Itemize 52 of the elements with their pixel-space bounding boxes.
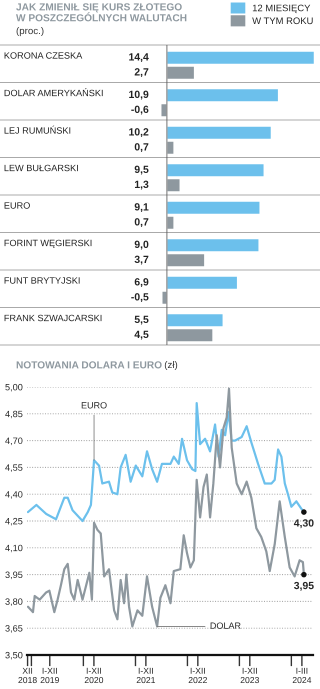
y-tick-label: DOLAR AMERYKAŃSKI	[4, 88, 103, 96]
y-tick-label: 4,55	[5, 464, 22, 472]
annotation: 3,95	[294, 582, 314, 591]
y-tick-label: LEW BUŁGARSKI	[4, 164, 78, 172]
y-tick-label: 4,10	[5, 544, 22, 552]
y-tick-label: FUNT BRYTYJSKI	[4, 277, 80, 284]
x-tick-label: I-XII 2019	[40, 668, 59, 684]
y-tick-label: 4,85	[5, 410, 22, 418]
y-tick-label: 4,70	[5, 438, 22, 446]
y-tick-label: 3,65	[5, 625, 22, 633]
y-tick-label: LEJ RUMUŃSKI	[4, 126, 70, 134]
y-tick-label: FRANK SZWAJCARSKI	[4, 314, 102, 322]
annotation: DOLAR	[210, 622, 241, 629]
chart-title: JAK ZMIENIŁ SIĘ KURS ZŁOTEGO W POSZCZEGÓLNYCH WALUTACH	[16, 3, 186, 22]
data-label: 9,5	[134, 166, 149, 175]
data-label: -0,6	[131, 106, 148, 115]
legend-label: 12 MIESIĘCY	[252, 4, 310, 14]
y-tick-label: 5,00	[5, 384, 22, 392]
x-tick-label: XII 2018	[18, 668, 37, 684]
y-tick-label: 3,95	[5, 572, 22, 580]
annotation: EURO	[82, 402, 107, 408]
data-label: -0,5	[131, 293, 149, 302]
data-label: 2,7	[134, 68, 148, 78]
data-label: 10,9	[129, 90, 148, 100]
data-label: 9,0	[134, 240, 148, 250]
data-label: 3,7	[134, 256, 148, 265]
y-tick-label: EURO	[4, 202, 30, 209]
annotation: 4,30	[294, 519, 314, 528]
y-tick-label: 3,80	[5, 598, 22, 606]
data-label: 14,4	[129, 53, 149, 62]
legend-label: W TYM ROKU	[252, 17, 313, 24]
data-label: 9,1	[134, 203, 149, 212]
y-tick-label: FORINT WĘGIERSKI	[4, 240, 92, 248]
x-tick-label: I-III 2024	[292, 668, 312, 684]
data-label: 10,2	[129, 128, 148, 138]
data-label: 1,3	[134, 180, 148, 190]
data-label: 0,7	[134, 143, 148, 152]
x-tick-label: I-XII 2021	[136, 668, 156, 684]
y-tick-label: 3,50	[5, 652, 22, 660]
y-tick-label: 4,25	[5, 518, 22, 526]
data-label: 4,5	[134, 330, 149, 340]
chart-title: NOTOWANIA DOLARA I EURO	[16, 361, 162, 368]
y-tick-label: 4,40	[5, 491, 22, 499]
data-label: 5,5	[134, 316, 149, 325]
data-label: 6,9	[134, 278, 148, 288]
x-tick-label: I-XII 2022	[188, 668, 207, 684]
chart-subtitle: (zł)	[164, 361, 178, 370]
x-tick-label: I-XII 2023	[240, 668, 259, 684]
text: (proc.)	[16, 27, 44, 36]
x-tick-label: I-XII 2020	[84, 668, 104, 684]
data-label: 0,7	[134, 218, 148, 228]
y-tick-label: KORONA CZESKA	[4, 52, 82, 59]
